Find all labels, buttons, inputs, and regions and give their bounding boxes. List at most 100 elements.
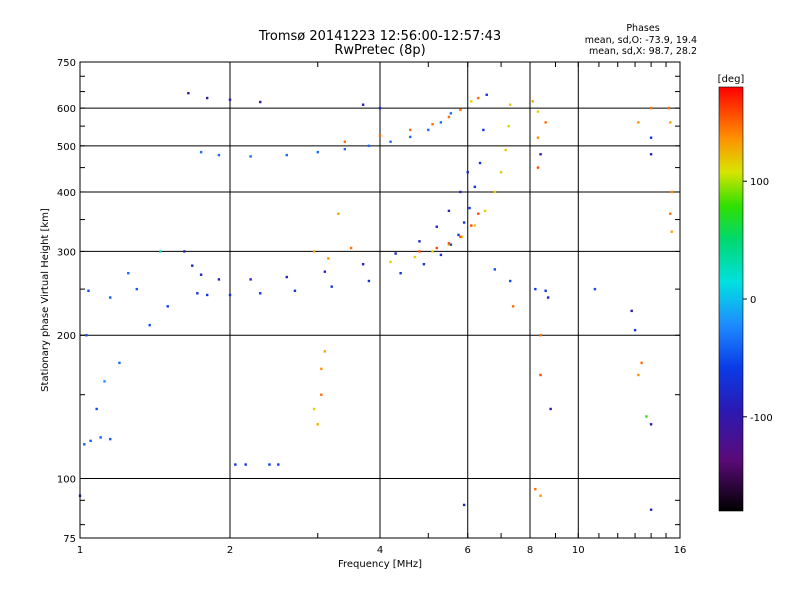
data-point [447, 243, 451, 246]
data-point [244, 463, 247, 466]
data-point [320, 367, 323, 371]
data-point [135, 287, 138, 291]
data-point [633, 328, 637, 332]
data-point [316, 423, 319, 426]
data-point [367, 144, 371, 148]
y-tick-label: 400 [57, 188, 76, 199]
data-point [89, 439, 92, 443]
data-point [466, 171, 469, 174]
data-point [327, 257, 330, 260]
data-point [539, 373, 542, 377]
data-point [343, 140, 347, 143]
y-axis-label: Stationary phase Virtual Height [km] [40, 208, 51, 392]
x-tick-label: 10 [572, 545, 585, 556]
data-point [323, 350, 327, 353]
data-point [312, 407, 316, 411]
data-point [312, 250, 316, 253]
data-point [536, 110, 540, 113]
colorbar-ticks: 100 0 -100 [743, 177, 773, 424]
data-point [389, 260, 392, 264]
data-point [435, 246, 438, 250]
data-point [546, 296, 550, 299]
data-point [483, 209, 487, 213]
data-point [447, 115, 451, 119]
phase-stats-o: mean, sd,O: -73.9, 19.4 [585, 35, 697, 46]
data-point [399, 272, 402, 275]
x-tick-label: 8 [527, 545, 533, 556]
data-point [649, 106, 653, 110]
data-point [508, 279, 512, 283]
colorbar-tick-label: -100 [750, 413, 773, 424]
data-point [323, 270, 327, 273]
data-point [473, 185, 477, 189]
data-point [499, 171, 503, 174]
data-points [78, 91, 673, 511]
data-point [670, 190, 673, 194]
y-tick-label: 300 [57, 247, 76, 258]
data-point [482, 128, 485, 132]
x-axis-ticks: 1 2 4 6 8 10 16 [77, 62, 686, 556]
data-point [457, 233, 460, 237]
data-point [539, 334, 542, 337]
data-point [459, 190, 462, 194]
data-point [468, 206, 471, 210]
data-point [389, 140, 392, 143]
data-point [449, 112, 453, 115]
data-point [330, 285, 333, 288]
data-point [477, 96, 480, 100]
y-tick-label: 600 [57, 104, 76, 115]
data-point [228, 293, 232, 297]
data-point [470, 224, 473, 227]
y-tick-label: 500 [57, 142, 76, 153]
data-point [293, 289, 297, 292]
data-point [217, 153, 221, 157]
data-point [485, 93, 488, 96]
data-point [462, 221, 466, 224]
data-point [109, 296, 112, 299]
data-point [439, 253, 443, 257]
data-point [183, 250, 186, 253]
data-point [439, 121, 443, 124]
data-point [637, 121, 640, 124]
data-point [199, 273, 203, 276]
data-point [435, 225, 438, 228]
data-point [409, 135, 412, 139]
data-point [508, 103, 512, 106]
y-tick-label: 100 [57, 475, 76, 486]
data-point [593, 287, 597, 291]
data-point [470, 100, 473, 103]
data-point [534, 487, 537, 491]
data-point [127, 272, 130, 275]
chart-title: Tromsø 20141223 12:56:00-12:57:43 [258, 29, 501, 44]
data-point [459, 235, 462, 238]
phase-stats-x: mean, sd,X: 98.7, 28.2 [589, 46, 697, 57]
data-point [507, 124, 510, 128]
chart-subtitle: RwPretec (8p) [334, 43, 425, 58]
data-point [462, 503, 466, 507]
data-point [539, 153, 542, 156]
data-point [199, 150, 203, 154]
data-point [637, 373, 640, 377]
data-point [447, 209, 451, 213]
data-point [667, 106, 671, 110]
data-point [536, 166, 540, 169]
data-point [87, 289, 90, 292]
x-axis-label: Frequency [MHz] [338, 559, 422, 570]
data-point [259, 100, 262, 104]
data-point [536, 136, 540, 139]
data-point [343, 147, 347, 151]
data-point [259, 292, 262, 295]
data-point [534, 287, 537, 291]
data-point [249, 278, 252, 281]
data-point [205, 96, 209, 100]
data-point [109, 437, 112, 441]
data-point [504, 148, 507, 152]
data-point [413, 255, 417, 259]
colorbar [718, 86, 744, 512]
phase-stats-heading: Phases [626, 23, 659, 34]
data-point [459, 108, 462, 112]
data-point [449, 243, 453, 246]
data-point [427, 128, 430, 132]
data-point [99, 436, 102, 439]
